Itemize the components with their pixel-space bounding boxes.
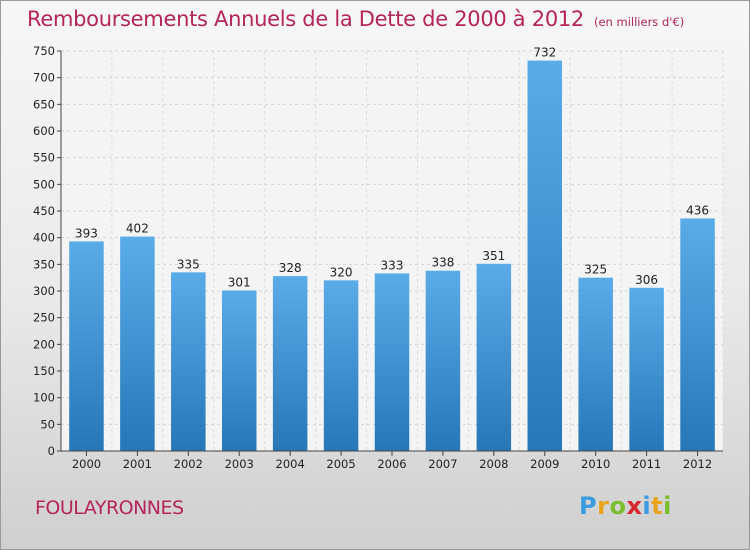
chart-title: Remboursements Annuels de la Dette de 20… <box>27 7 684 31</box>
axis-layer: 0 50 100 150 200 250 300 350 400 450 500 550 600 650 7… <box>33 44 723 471</box>
data-label: 436 <box>686 203 709 217</box>
y-tick-label: 0 <box>48 444 55 458</box>
data-label: 325 <box>584 263 607 277</box>
x-tick-label: 2004 <box>276 457 305 471</box>
commune-name: FOULAYRONNES <box>35 497 184 519</box>
x-tick-label: 2002 <box>174 457 203 471</box>
y-tick-label: 50 <box>40 417 55 431</box>
data-label: 335 <box>177 257 200 271</box>
bar-2004 <box>272 276 308 451</box>
data-label: 306 <box>635 273 658 287</box>
data-label: 328 <box>279 261 302 275</box>
y-tick-label: 550 <box>33 151 55 165</box>
proxiti-logo: Proxiti <box>579 492 672 520</box>
logo-letter: o <box>609 492 627 520</box>
bar-2010 <box>578 277 613 451</box>
bar-2000 <box>69 241 104 451</box>
bar-2009 <box>527 60 563 451</box>
y-tick-label: 350 <box>33 257 55 271</box>
y-tick-label: 150 <box>33 364 55 378</box>
x-tick-label: 2006 <box>377 457 406 471</box>
data-label: 402 <box>126 222 149 236</box>
data-label: 338 <box>431 256 454 270</box>
bar-2003 <box>221 290 257 451</box>
bar-2005 <box>323 280 359 451</box>
x-tick-label: 2011 <box>632 457 661 471</box>
y-tick-label: 600 <box>33 124 55 138</box>
data-label: 351 <box>482 249 505 263</box>
x-tick-label: 2012 <box>683 457 712 471</box>
logo-letter: r <box>597 492 610 520</box>
y-tick-label: 200 <box>33 337 55 351</box>
logo-letter: i <box>642 492 652 520</box>
title-text: Remboursements Annuels de la Dette de 20… <box>27 7 584 31</box>
logo-letter: i <box>663 492 672 520</box>
y-tick-label: 700 <box>33 71 55 85</box>
x-tick-label: 2003 <box>225 457 254 471</box>
bar-2001 <box>120 236 155 451</box>
bar-2011 <box>629 287 664 451</box>
data-label: 301 <box>228 275 251 289</box>
data-label: 393 <box>75 226 98 240</box>
logo-letter: t <box>651 492 664 520</box>
x-tick-label: 2008 <box>479 457 508 471</box>
x-tick-label: 2001 <box>123 457 152 471</box>
y-tick-label: 300 <box>33 284 55 298</box>
y-tick-label: 450 <box>33 204 55 218</box>
bar-2008 <box>476 263 512 451</box>
data-label: 320 <box>330 265 353 279</box>
x-tick-label: 2009 <box>530 457 559 471</box>
x-tick-label: 2010 <box>581 457 610 471</box>
y-tick-label: 250 <box>33 311 55 325</box>
y-tick-label: 650 <box>33 97 55 111</box>
y-tick-label: 500 <box>33 177 55 191</box>
y-tick-label: 100 <box>33 391 55 405</box>
bar-2007 <box>425 270 461 451</box>
logo-letter: P <box>579 492 598 520</box>
logo-letter: x <box>626 492 643 520</box>
bar-2006 <box>374 273 410 451</box>
bar-2012 <box>680 218 715 451</box>
x-tick-label: 2007 <box>428 457 457 471</box>
data-label: 732 <box>533 46 556 60</box>
bars-layer: 393 402 335 301 328 320 333 338 351 732 325 306 436 <box>69 46 715 451</box>
x-tick-label: 2000 <box>72 457 101 471</box>
data-label: 333 <box>381 258 404 272</box>
y-tick-label: 750 <box>33 44 55 58</box>
unit-text: (en milliers d'€) <box>594 15 685 29</box>
x-tick-label: 2005 <box>326 457 355 471</box>
y-tick-label: 400 <box>33 231 55 245</box>
bar-2002 <box>171 272 206 451</box>
